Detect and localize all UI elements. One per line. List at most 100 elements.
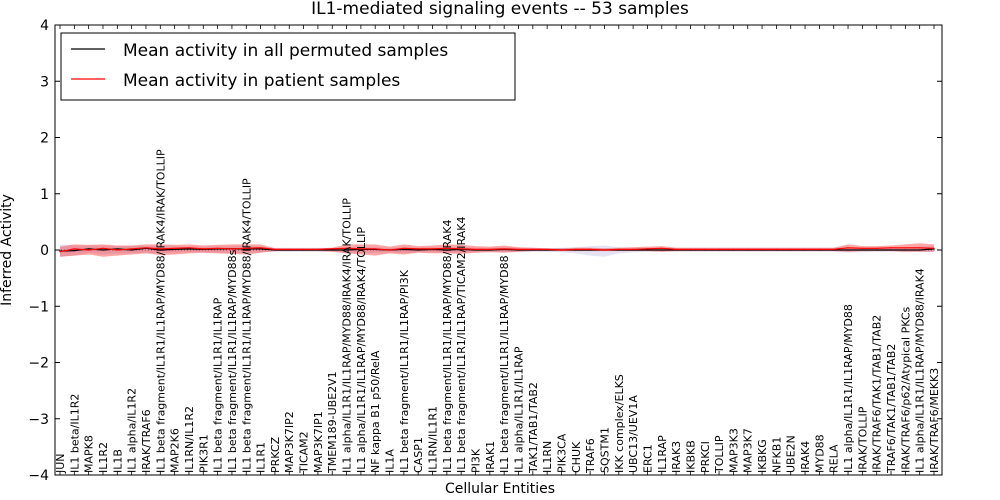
data-point: [661, 247, 663, 249]
series-line-1: [59, 247, 935, 253]
x-tick-label: IL1RN: [541, 441, 554, 473]
data-point: [131, 249, 133, 251]
data-point: [145, 247, 147, 249]
data-point: [403, 248, 405, 250]
data-point: [260, 248, 262, 250]
x-tick-label: IL1RN/IL1R1: [427, 406, 440, 473]
series-lines: [55, 247, 942, 253]
data-point: [346, 249, 348, 251]
plot-frame: [54, 24, 943, 476]
data-point: [360, 248, 362, 250]
x-tick-label: IL1 beta fragment/IL1R1/IL1RAP/MYD88: [498, 255, 511, 473]
data-point: [274, 248, 276, 250]
x-tick-label: IL1R1: [255, 442, 268, 473]
data-point: [876, 247, 878, 249]
x-tick-label: PIK3R1: [197, 434, 210, 473]
data-point: [546, 248, 548, 250]
x-tick-label: IL1RAP: [656, 435, 669, 473]
x-axis-label: Cellular Entities: [445, 481, 555, 497]
data-point: [847, 247, 849, 249]
data-point: [775, 248, 778, 250]
data-point: [317, 248, 319, 250]
data-point: [890, 249, 892, 251]
x-tick-label: MAP3K7: [742, 428, 755, 473]
x-tick-label: IL1 beta fragment/IL1R1/IL1RAP/MYD88/IRA…: [441, 220, 454, 473]
data-point: [618, 248, 620, 250]
data-point: [116, 248, 118, 250]
x-tick-label: JUN: [54, 453, 67, 474]
x-tick-label: IL1 beta fragment/IL1R1/IL1RAP/MYD88/IRA…: [154, 149, 167, 473]
data-point: [904, 247, 906, 249]
data-point: [560, 249, 563, 251]
data-point: [260, 247, 262, 249]
x-tick-label: IRAK3: [670, 441, 683, 473]
x-tick-label: IL1RN/IL1R2: [183, 406, 196, 473]
data-point: [403, 247, 405, 249]
data-point: [59, 251, 61, 253]
data-point: [159, 249, 161, 251]
data-point: [532, 248, 534, 250]
data-point: [732, 248, 735, 250]
y-tick-label: 4: [40, 18, 49, 34]
x-tick-label: IL1 alpha/IL1R1/IL1RAP/MYD88/IRAK4/IRAK/…: [341, 198, 354, 473]
x-tick-label: MAP3K7IP1: [312, 411, 325, 473]
data-point: [761, 248, 763, 250]
data-point: [689, 248, 692, 250]
x-tick-label: IRAK4: [799, 441, 812, 473]
x-tick-label: RELA: [828, 444, 841, 473]
axis-ticks: −4 −3 −2 −1 0 1 2 3 4: [28, 18, 942, 484]
data-point: [88, 249, 90, 251]
data-point: [116, 249, 118, 251]
x-tick-label: IL1 alpha/IL1R1/IL1RAP/MYD88/IRAK4: [914, 268, 927, 473]
x-tick-label: MAP3K3: [727, 428, 740, 473]
y-tick-label: 1: [40, 187, 49, 203]
data-point: [919, 249, 921, 251]
x-tick-label: NF kappa B1 p50/RelA: [369, 350, 382, 473]
data-point: [876, 249, 878, 251]
data-point: [904, 249, 906, 251]
band-series-0: [60, 244, 934, 257]
y-tick-label: −4: [28, 468, 49, 484]
x-tick-label: IL1 alpha/IL1R1/IL1RAP/MYD88: [842, 304, 855, 473]
x-tick-label: IL1B: [111, 449, 124, 473]
x-tick-label: TOLLIP: [713, 435, 726, 474]
data-point: [174, 247, 176, 249]
data-point: [575, 248, 577, 250]
data-point: [661, 249, 663, 251]
data-point: [202, 248, 204, 250]
data-point: [804, 248, 806, 250]
data-point: [446, 249, 448, 251]
data-point: [417, 249, 419, 251]
x-tick-label: IL1 beta fragment/IL1R1/IL1RAP/TICAM2/IR…: [455, 217, 468, 473]
x-tick-label: IRAK/TRAF6/p62/Atypical PKCs: [899, 306, 912, 473]
x-tick-label: SQSTM1: [599, 427, 612, 473]
data-point: [303, 248, 305, 250]
data-point: [603, 249, 606, 251]
x-tick-label: IRAK/TRAF6: [140, 409, 153, 473]
data-point: [245, 247, 247, 249]
data-point: [446, 247, 448, 249]
data-point: [231, 248, 233, 250]
x-tick-label: IL1R2: [97, 442, 110, 473]
x-tick-label: MAPK8: [83, 435, 96, 473]
data-point: [88, 248, 90, 250]
data-point: [331, 249, 333, 251]
x-tick-label: IKBKG: [756, 439, 769, 473]
x-tick-label: NFKB1: [770, 437, 783, 473]
data-point: [632, 248, 634, 250]
legend-label-patient: Mean activity in patient samples: [123, 71, 400, 91]
x-tick-label: IL1 alpha/IL1R1/IL1RAP: [513, 346, 526, 473]
y-tick-label: −3: [28, 412, 49, 428]
x-tick-label: MAP2K6: [169, 428, 182, 473]
data-point: [503, 248, 505, 250]
data-point: [174, 248, 176, 250]
x-tick-label: TMEM189-UBE2V1: [326, 371, 339, 474]
data-point: [431, 248, 434, 250]
x-tick-label: TAK1/TAB1/TAB2: [527, 382, 540, 474]
data-point: [790, 248, 792, 250]
chart-title: IL1-mediated signaling events -- 53 samp…: [311, 0, 689, 19]
data-point: [73, 248, 75, 250]
data-point: [73, 250, 75, 252]
x-tick-label: MAP3K7IP2: [283, 411, 296, 473]
x-tick-label: IRAK/TRAF6/TAK1/TAB1/TAB2: [871, 315, 884, 473]
